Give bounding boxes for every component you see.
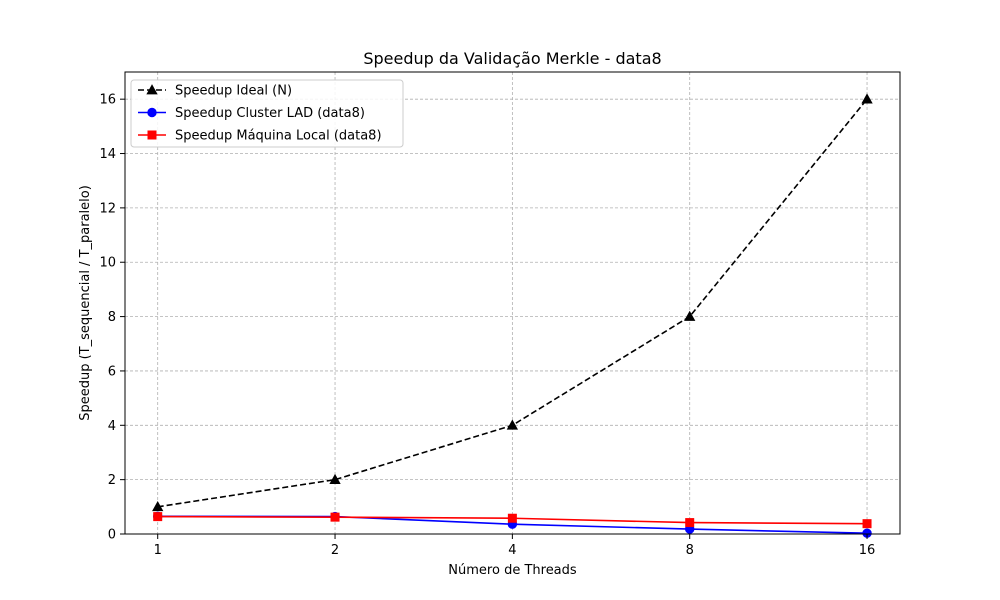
plot-area xyxy=(152,93,873,538)
y-tick-label: 10 xyxy=(99,256,116,271)
x-tick-label: 2 xyxy=(331,543,339,558)
y-tick-label: 8 xyxy=(108,310,116,325)
legend-box xyxy=(130,79,404,148)
x-tick-label: 8 xyxy=(686,543,694,558)
y-tick-label: 12 xyxy=(99,201,116,216)
legend-label: Speedup Cluster LAD (data8) xyxy=(175,106,365,121)
legend-marker xyxy=(147,107,157,118)
legend-item: Speedup Ideal (N) xyxy=(138,84,292,99)
chart-title: Speedup da Validação Merkle - data8 xyxy=(363,49,661,68)
series-1 xyxy=(152,93,873,512)
data-point xyxy=(862,519,872,529)
legend-label: Speedup Máquina Local (data8) xyxy=(175,129,382,144)
y-tick-label: 0 xyxy=(108,528,116,543)
y-tick-label: 2 xyxy=(108,473,116,488)
legend-marker xyxy=(146,84,158,95)
data-point xyxy=(507,513,517,523)
y-tick-label: 14 xyxy=(99,147,116,162)
y-tick-label: 6 xyxy=(108,364,116,379)
data-point xyxy=(684,310,696,321)
y-axis-title: Speedup (T_sequencial / T_paralelo) xyxy=(78,185,93,421)
grid xyxy=(125,72,900,535)
x-axis-title: Número de Threads xyxy=(448,563,577,578)
data-point xyxy=(861,93,873,104)
data-point xyxy=(153,512,163,522)
legend-marker xyxy=(147,130,157,140)
legend-item: Speedup Cluster LAD (data8) xyxy=(138,106,365,121)
data-point xyxy=(506,419,519,430)
data-point xyxy=(685,518,695,528)
y-tick-label: 4 xyxy=(108,419,116,434)
x-tick-label: 1 xyxy=(154,543,162,558)
legend-label: Speedup Ideal (N) xyxy=(175,84,292,99)
y-tick-label: 16 xyxy=(99,93,116,108)
x-tick-label: 4 xyxy=(508,543,516,558)
x-tick-label: 16 xyxy=(859,543,876,558)
legend: Speedup Ideal (N) Speedup Cluster LAD (da… xyxy=(130,79,404,148)
data-point xyxy=(330,512,340,522)
series-3 xyxy=(153,512,872,529)
data-point xyxy=(152,500,164,512)
legend-item: Speedup Máquina Local (data8) xyxy=(138,129,382,144)
data-point xyxy=(329,473,341,484)
